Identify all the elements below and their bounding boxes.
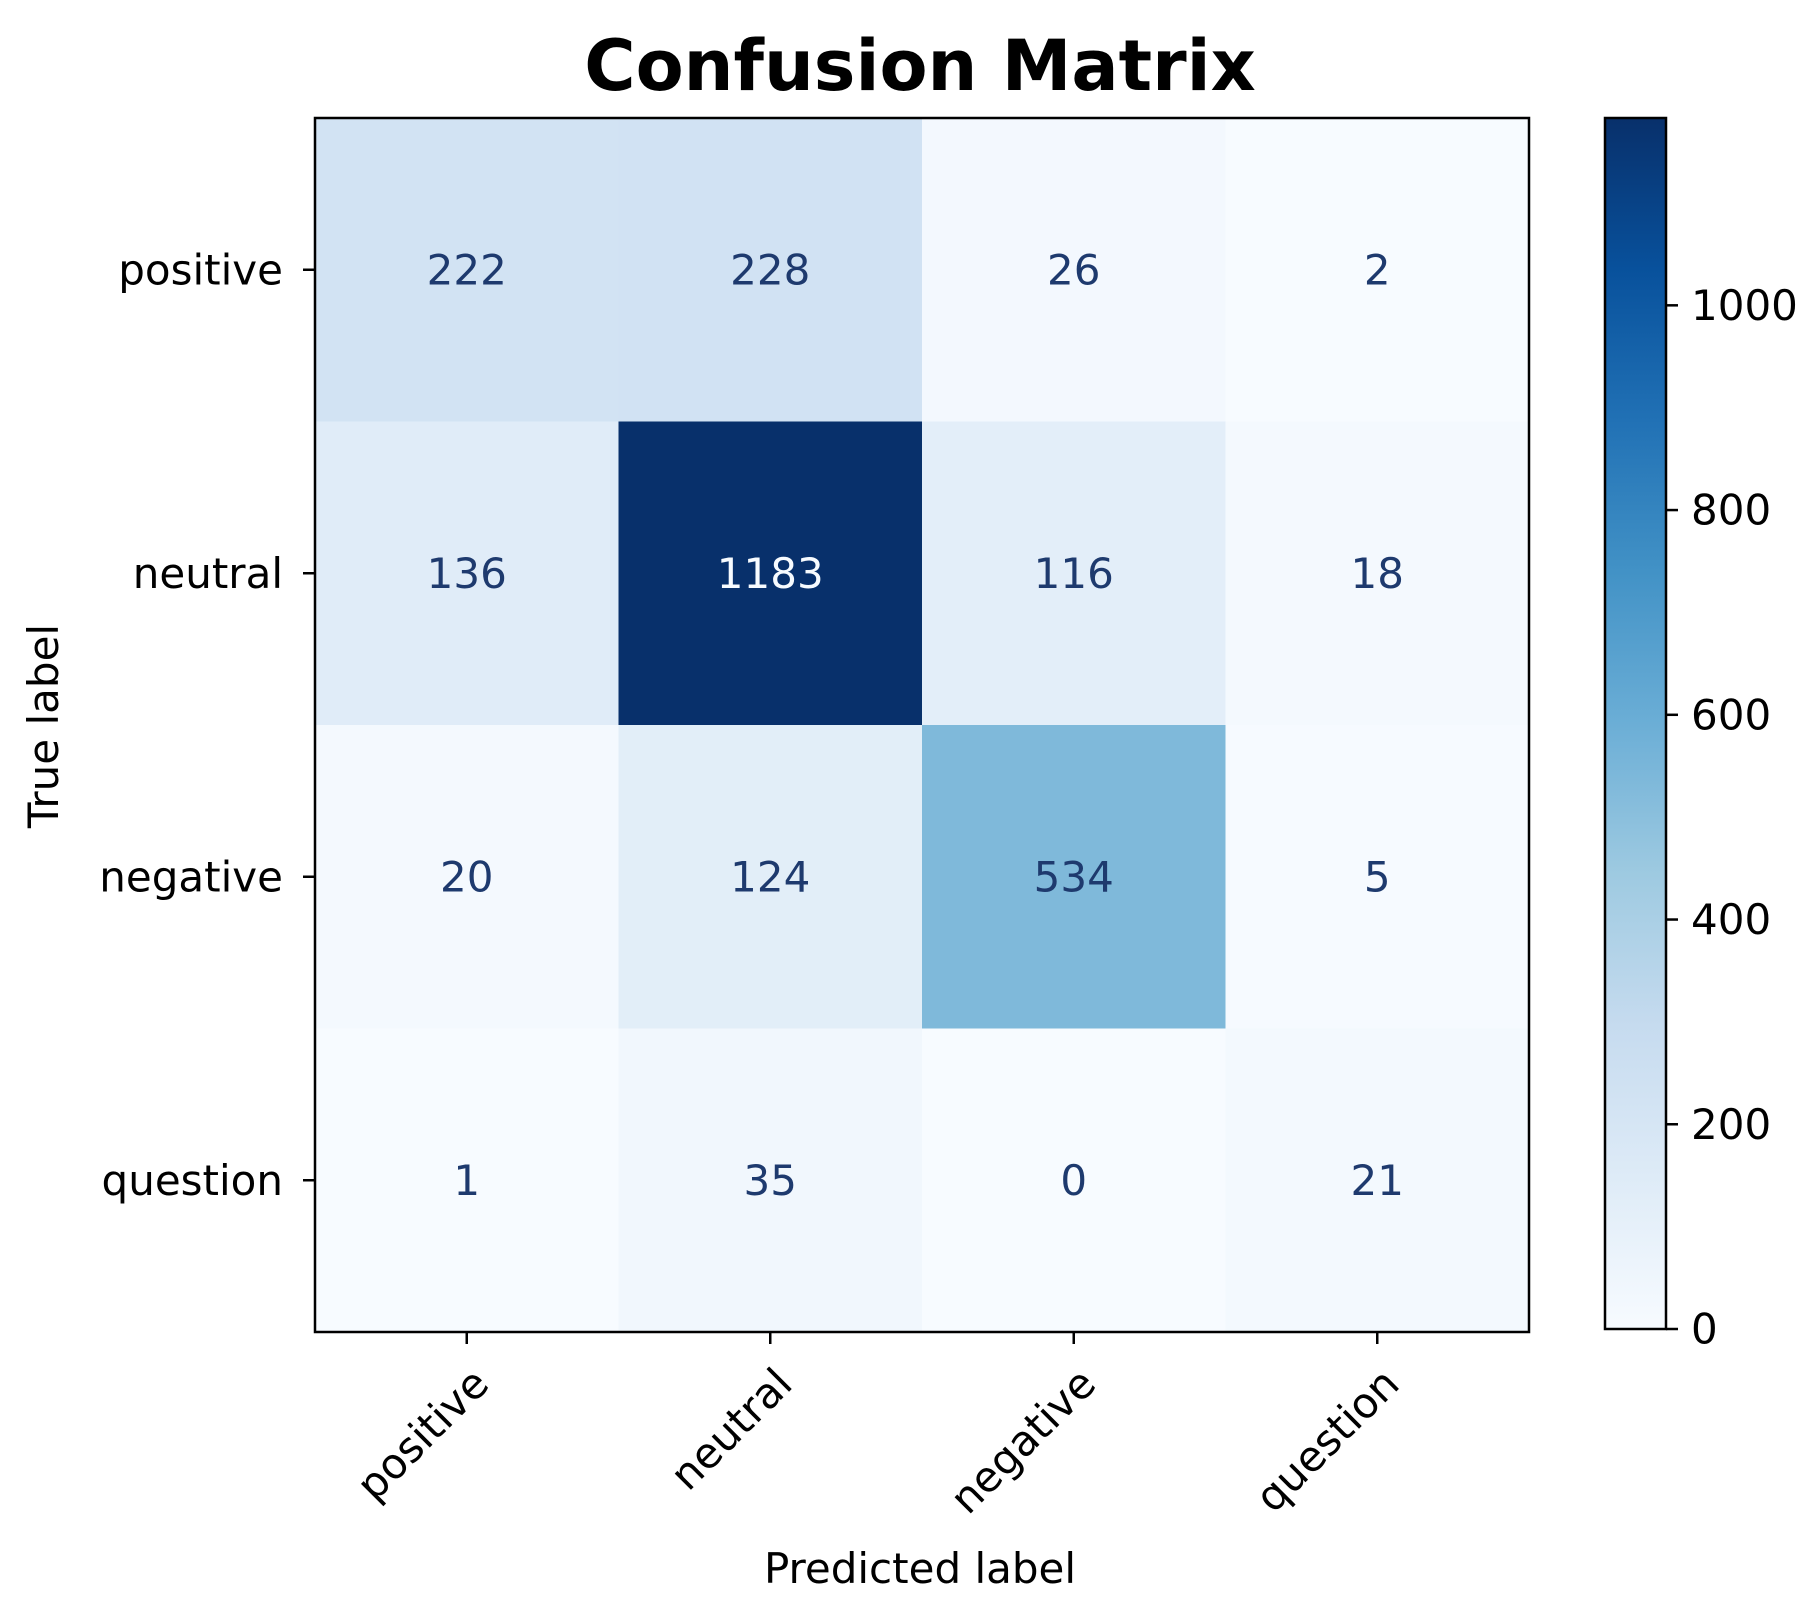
matrix-cell-value: 124 bbox=[730, 852, 810, 901]
matrix-cell-value: 1 bbox=[453, 1156, 480, 1205]
matrix-cell-value: 26 bbox=[1047, 245, 1100, 294]
matrix-cell-value: 222 bbox=[427, 245, 507, 294]
y-axis-ticks: positive neutral negative question bbox=[99, 245, 315, 1205]
matrix-cell bbox=[618, 725, 923, 1030]
chart-title: Confusion Matrix bbox=[584, 25, 1256, 107]
matrix-cell bbox=[1225, 1028, 1530, 1333]
matrix-cells bbox=[315, 118, 1530, 1333]
colorbar-ticks: 0 200 400 600 800 1000 bbox=[1666, 281, 1798, 1354]
matrix-cell bbox=[618, 1028, 923, 1333]
matrix-cell-value: 18 bbox=[1351, 549, 1404, 598]
matrix-cell bbox=[315, 725, 620, 1030]
matrix-cell bbox=[922, 421, 1227, 726]
colorbar-tick-label: 1000 bbox=[1691, 281, 1798, 330]
matrix-cell bbox=[1225, 421, 1530, 726]
plot-frame bbox=[313, 116, 1531, 1334]
y-axis-label: True label bbox=[19, 624, 68, 829]
y-tick-label: positive bbox=[118, 245, 283, 294]
matrix-cell-value: 2 bbox=[1364, 245, 1391, 294]
matrix-cell bbox=[315, 421, 620, 726]
y-tick-label: negative bbox=[99, 852, 283, 901]
matrix-cell-value: 5 bbox=[1364, 852, 1391, 901]
colorbar bbox=[1605, 118, 1666, 1329]
colorbar-frame bbox=[1603, 116, 1668, 1331]
matrix-cell-value: 228 bbox=[730, 245, 810, 294]
matrix-cell-value: 21 bbox=[1351, 1156, 1404, 1205]
colorbar-tick-label: 600 bbox=[1691, 690, 1771, 739]
matrix-cell-value: 116 bbox=[1034, 549, 1114, 598]
matrix-cell-value: 136 bbox=[427, 549, 507, 598]
matrix-cell-labels: 222 228 26 2 136 1183 116 18 20 124 534 5 1 35 0 21 bbox=[427, 245, 1404, 1205]
matrix-cell bbox=[922, 725, 1227, 1030]
matrix-cell bbox=[315, 1028, 620, 1333]
matrix-cell bbox=[618, 421, 923, 726]
matrix-cell bbox=[922, 118, 1227, 423]
y-tick-label: neutral bbox=[133, 549, 283, 598]
y-tick-label: question bbox=[102, 1156, 283, 1205]
matrix-cell-value: 20 bbox=[440, 852, 493, 901]
matrix-cell-value: 0 bbox=[1060, 1156, 1087, 1205]
colorbar-tick-label: 200 bbox=[1691, 1100, 1771, 1149]
matrix-cell bbox=[1225, 725, 1530, 1030]
x-axis-label: Predicted label bbox=[764, 1544, 1076, 1593]
matrix-cell bbox=[1225, 118, 1530, 423]
matrix-cell-value: 1183 bbox=[717, 549, 824, 598]
colorbar-tick-label: 400 bbox=[1691, 895, 1771, 944]
matrix-cell bbox=[922, 1028, 1227, 1333]
matrix-cell-value: 534 bbox=[1034, 852, 1114, 901]
colorbar-tick-label: 800 bbox=[1691, 486, 1771, 535]
matrix-cell bbox=[315, 118, 620, 423]
matrix-cell-value: 35 bbox=[744, 1156, 797, 1205]
colorbar-tick-label: 0 bbox=[1691, 1305, 1718, 1354]
matrix-cell bbox=[618, 118, 923, 423]
